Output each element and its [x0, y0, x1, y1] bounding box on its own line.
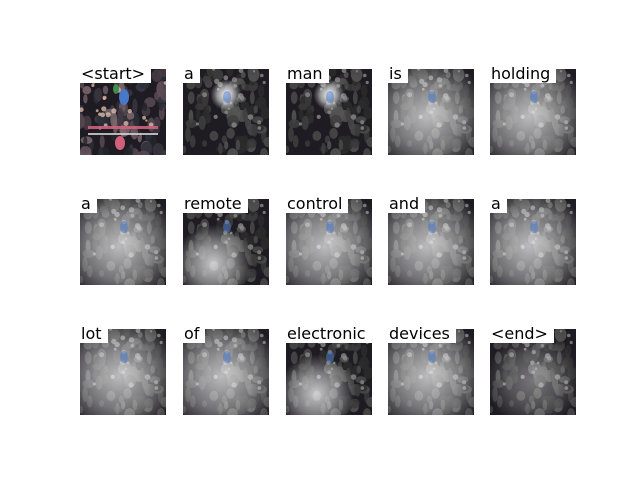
attention-cell: a	[490, 195, 576, 285]
caption-word: and	[388, 195, 426, 213]
attention-cell: and	[388, 195, 474, 285]
attention-cell: devices	[388, 325, 474, 415]
attention-map-image	[183, 69, 269, 155]
caption-word: a	[183, 65, 200, 83]
attention-map-image	[80, 329, 166, 415]
attention-cell: of	[183, 325, 269, 415]
caption-word: of	[183, 325, 206, 343]
caption-word: a	[80, 195, 97, 213]
attention-map-image	[388, 69, 474, 155]
attention-map-image	[286, 199, 372, 285]
attention-map-image	[286, 329, 372, 415]
attention-map-image	[80, 199, 166, 285]
caption-word: remote	[183, 195, 248, 213]
caption-word: electronic	[286, 325, 372, 343]
attention-map-image	[183, 329, 269, 415]
attention-map-image	[490, 199, 576, 285]
caption-word: <end>	[490, 325, 554, 343]
attention-map-image	[490, 69, 576, 155]
caption-word: lot	[80, 325, 108, 343]
caption-word: devices	[388, 325, 456, 343]
attention-map-image	[388, 199, 474, 285]
caption-word: holding	[490, 65, 557, 83]
attention-cell: <end>	[490, 325, 576, 415]
attention-cell: man	[286, 65, 372, 155]
attention-cell: holding	[490, 65, 576, 155]
attention-cell: is	[388, 65, 474, 155]
attention-cell: remote	[183, 195, 269, 285]
caption-word: a	[490, 195, 507, 213]
caption-word: is	[388, 65, 408, 83]
attention-cell: <start>	[80, 65, 166, 155]
attention-cell: a	[183, 65, 269, 155]
caption-word: control	[286, 195, 349, 213]
attention-cell: control	[286, 195, 372, 285]
attention-map-image	[183, 199, 269, 285]
caption-word: <start>	[80, 65, 152, 83]
caption-word: man	[286, 65, 329, 83]
attention-cell: a	[80, 195, 166, 285]
attention-cell: lot	[80, 325, 166, 415]
attention-cell: electronic	[286, 325, 372, 415]
